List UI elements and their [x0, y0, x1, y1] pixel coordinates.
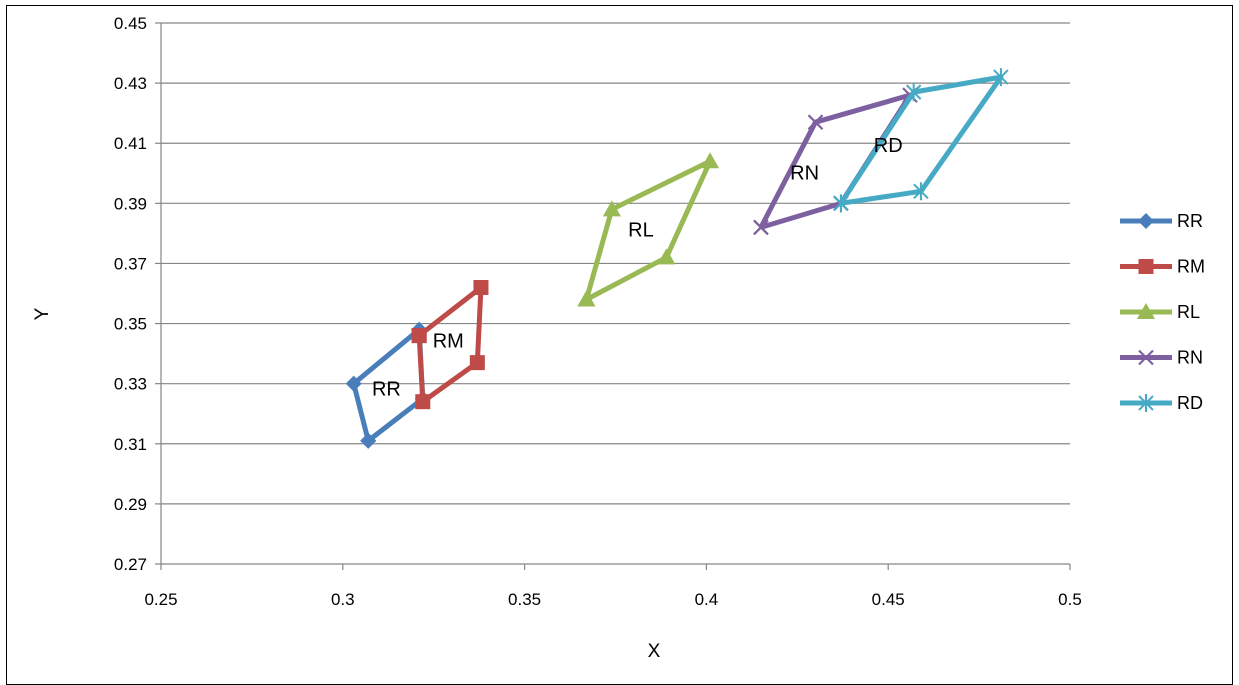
annotation-rm: RM: [433, 331, 464, 353]
legend-label-rr: RR: [1177, 211, 1203, 231]
legend-marker-rm: [1138, 259, 1154, 274]
data-point-rl: [577, 290, 596, 307]
y-tick-label: 0.45: [114, 14, 147, 33]
x-tick-label: 0.35: [508, 590, 541, 609]
legend-marker-rr: [1138, 213, 1154, 229]
data-point-rm: [469, 355, 485, 371]
data-point-rn: [753, 219, 769, 236]
data-point-rn: [807, 114, 824, 130]
legend-label-rl: RL: [1177, 302, 1200, 322]
data-point-rd: [905, 83, 922, 102]
y-tick-label: 0.37: [114, 254, 147, 273]
annotation-rd: RD: [874, 135, 903, 157]
data-point-rd: [993, 68, 1009, 87]
chart-frame: [6, 5, 1233, 685]
annotation-rr: RR: [372, 379, 401, 401]
series-rm: [411, 279, 489, 410]
legend-item-rr: RR: [1120, 211, 1203, 231]
legend-item-rn: RN: [1120, 348, 1203, 368]
legend-marker-rl: [1137, 303, 1155, 319]
x-tick-label: 0.25: [144, 590, 177, 609]
x-tick-label: 0.45: [872, 590, 905, 609]
data-point-rd: [913, 182, 929, 201]
legend-item-rd: RD: [1120, 393, 1203, 413]
y-tick-label: 0.41: [114, 134, 147, 153]
legend: RR RM RL RN RD: [1120, 211, 1205, 413]
x-axis-title: X: [648, 641, 661, 662]
x-tick-label: 0.4: [695, 590, 719, 609]
legend-item-rl: RL: [1120, 302, 1200, 322]
data-point-rm: [473, 279, 489, 295]
y-tick-label: 0.27: [114, 555, 147, 574]
data-point-rl: [602, 200, 621, 217]
legend-label-rn: RN: [1177, 348, 1203, 368]
annotation-rn: RN: [790, 162, 819, 184]
legend-label-rm: RM: [1177, 257, 1205, 277]
data-point-rm: [411, 328, 427, 344]
legend-marker-rn: [1138, 349, 1154, 366]
data-point-rm: [415, 394, 431, 410]
series-rn: [753, 87, 918, 236]
data-point-rr: [360, 432, 377, 449]
y-axis-title: Y: [32, 307, 53, 320]
data-point-rr: [345, 375, 362, 392]
data-point-rl: [657, 248, 676, 265]
series-rl: [577, 152, 720, 307]
axes: [155, 22, 1071, 570]
data-point-rd: [833, 194, 849, 213]
series-group: [345, 68, 1009, 449]
y-tick-label: 0.31: [114, 435, 147, 454]
y-tick-label: 0.33: [114, 375, 147, 394]
y-tick-label: 0.39: [114, 194, 147, 213]
annotations: RR RM RL RN RD: [372, 135, 903, 400]
y-tick-label: 0.35: [114, 315, 147, 334]
legend-label-rd: RD: [1177, 393, 1203, 413]
gridlines: [161, 22, 1070, 505]
series-rd: [833, 68, 1009, 213]
tick-labels: 0.27 0.29 0.31 0.33 0.35 0.37 0.39 0.41 0.43 0.45…: [114, 14, 1082, 609]
legend-marker-rd: [1138, 394, 1154, 412]
x-tick-label: 0.5: [1058, 590, 1082, 609]
legend-item-rm: RM: [1120, 257, 1205, 277]
annotation-rl: RL: [628, 219, 654, 241]
y-tick-label: 0.29: [114, 495, 147, 514]
data-point-rl: [701, 152, 720, 169]
x-tick-label: 0.3: [331, 590, 355, 609]
y-tick-label: 0.43: [114, 74, 147, 93]
